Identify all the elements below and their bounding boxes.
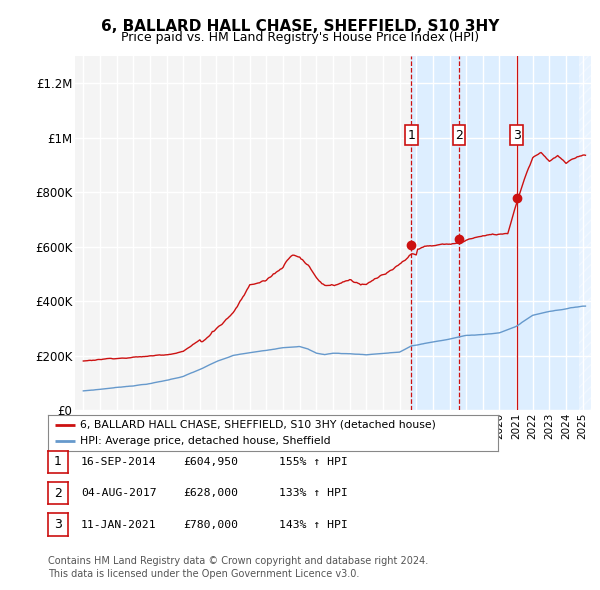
Text: 3: 3 [512,129,521,142]
Text: 3: 3 [54,518,62,531]
Text: 2: 2 [455,129,463,142]
Text: 133% ↑ HPI: 133% ↑ HPI [279,489,348,498]
Bar [412,56,591,410]
Text: 11-JAN-2021: 11-JAN-2021 [81,520,157,529]
FancyBboxPatch shape [405,124,418,145]
Bar [578,56,591,410]
Text: £628,000: £628,000 [183,489,238,498]
Text: £604,950: £604,950 [183,457,238,467]
Text: Contains HM Land Registry data © Crown copyright and database right 2024.
This d: Contains HM Land Registry data © Crown c… [48,556,428,579]
Text: 2: 2 [54,487,62,500]
Text: 143% ↑ HPI: 143% ↑ HPI [279,520,348,529]
Text: 155% ↑ HPI: 155% ↑ HPI [279,457,348,467]
Text: 16-SEP-2014: 16-SEP-2014 [81,457,157,467]
Text: Price paid vs. HM Land Registry's House Price Index (HPI): Price paid vs. HM Land Registry's House … [121,31,479,44]
Text: 1: 1 [54,455,62,468]
FancyBboxPatch shape [510,124,523,145]
Text: HPI: Average price, detached house, Sheffield: HPI: Average price, detached house, Shef… [79,437,330,447]
Text: 6, BALLARD HALL CHASE, SHEFFIELD, S10 3HY (detached house): 6, BALLARD HALL CHASE, SHEFFIELD, S10 3H… [79,419,436,430]
FancyBboxPatch shape [453,124,466,145]
Text: 1: 1 [407,129,415,142]
Text: 6, BALLARD HALL CHASE, SHEFFIELD, S10 3HY: 6, BALLARD HALL CHASE, SHEFFIELD, S10 3H… [101,19,499,34]
Text: 04-AUG-2017: 04-AUG-2017 [81,489,157,498]
Text: £780,000: £780,000 [183,520,238,529]
